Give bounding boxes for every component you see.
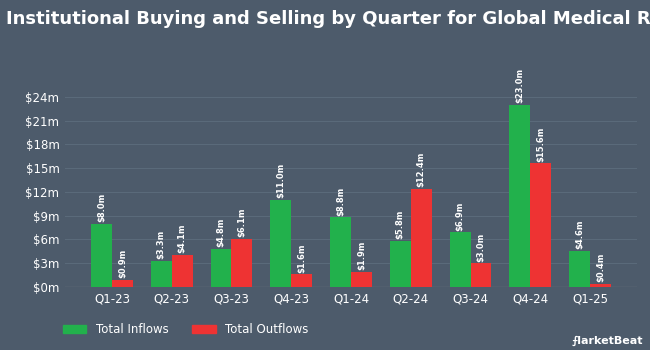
Bar [112, 280, 133, 287]
Text: $12.4m: $12.4m [417, 152, 426, 187]
Bar [231, 239, 252, 287]
Text: ⨍larketBeat: ⨍larketBeat [572, 336, 644, 346]
Bar [330, 217, 351, 287]
Bar [569, 251, 590, 287]
Bar [471, 263, 491, 287]
Text: Institutional Buying and Selling by Quarter for Global Medical REIT: Institutional Buying and Selling by Quar… [6, 10, 650, 28]
Bar [291, 274, 312, 287]
Text: $1.9m: $1.9m [357, 241, 366, 270]
Text: $4.6m: $4.6m [575, 219, 584, 249]
Bar [450, 232, 471, 287]
Text: $5.8m: $5.8m [396, 210, 405, 239]
Bar [530, 163, 551, 287]
Bar [411, 189, 432, 287]
Legend: Total Inflows, Total Outflows: Total Inflows, Total Outflows [58, 318, 313, 341]
Bar [91, 224, 112, 287]
Bar [270, 200, 291, 287]
Text: $4.8m: $4.8m [216, 218, 226, 247]
Text: $4.1m: $4.1m [177, 223, 187, 253]
Text: $11.0m: $11.0m [276, 163, 285, 198]
Text: $1.6m: $1.6m [297, 243, 306, 273]
Text: $3.0m: $3.0m [476, 232, 486, 262]
Text: $3.3m: $3.3m [157, 230, 166, 259]
Text: $8.8m: $8.8m [336, 187, 345, 216]
Bar [351, 272, 372, 287]
Bar [390, 241, 411, 287]
Text: $0.9m: $0.9m [118, 249, 127, 278]
Bar [590, 284, 611, 287]
Bar [211, 249, 231, 287]
Text: $6.9m: $6.9m [456, 201, 465, 231]
Text: $15.6m: $15.6m [536, 126, 545, 162]
Text: $23.0m: $23.0m [515, 68, 525, 103]
Text: $6.1m: $6.1m [237, 208, 246, 237]
Text: $8.0m: $8.0m [97, 193, 106, 222]
Bar [172, 254, 192, 287]
Bar [510, 105, 530, 287]
Bar [151, 261, 172, 287]
Text: $0.4m: $0.4m [596, 253, 605, 282]
